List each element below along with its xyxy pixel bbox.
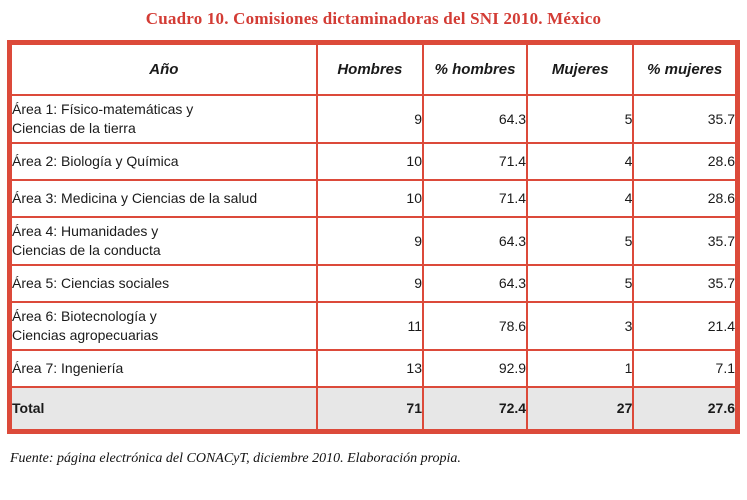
pct-mujeres-value: 21.4 [632, 300, 739, 351]
pct-hombres-value: 64.3 [421, 263, 529, 303]
table-row-area4: Área 4: Humanidades y Ciencias de la con… [8, 215, 739, 266]
pct-hombres-value: 64.3 [421, 93, 529, 144]
pct-mujeres-value: 28.6 [632, 178, 739, 218]
mujeres-value: 4 [526, 141, 635, 181]
mujeres-value: 3 [526, 300, 635, 351]
table-row-area6: Área 6: Biotecnología y Ciencias agropec… [8, 300, 739, 351]
table-row-area5: Área 5: Ciencias sociales 9 64.3 5 35.7 [8, 263, 739, 303]
area-label: Área 6: Biotecnología y Ciencias agropec… [8, 300, 318, 351]
table-row-area1: Área 1: Físico-matemáticas y Ciencias de… [8, 93, 739, 144]
mujeres-value: 1 [526, 348, 635, 388]
column-header-pct-hombres: % hombres [421, 41, 529, 96]
pct-hombres-value: 78.6 [421, 300, 529, 351]
area-label: Área 2: Biología y Química [8, 141, 318, 181]
total-mujeres-value: 27 [526, 385, 635, 433]
pct-hombres-value: 71.4 [421, 178, 529, 218]
mujeres-value: 4 [526, 178, 635, 218]
table-row-area7: Área 7: Ingeniería 13 92.9 1 7.1 [8, 348, 739, 388]
source-footnote: Fuente: página electrónica del CONACyT, … [10, 451, 461, 466]
column-header-pct-mujeres: % mujeres [632, 41, 739, 96]
mujeres-value: 5 [526, 93, 635, 144]
hombres-value: 9 [315, 263, 425, 303]
hombres-value: 13 [315, 348, 425, 388]
pct-hombres-value: 64.3 [421, 215, 529, 266]
mujeres-value: 5 [526, 263, 635, 303]
pct-mujeres-value: 35.7 [632, 93, 739, 144]
column-header-mujeres: Mujeres [526, 41, 635, 96]
table-row-area3: Área 3: Medicina y Ciencias de la salud … [8, 178, 739, 218]
area-label: Área 5: Ciencias sociales [8, 263, 318, 303]
comisiones-table: Año Hombres % hombres Mujeres % mujeres … [7, 40, 740, 434]
table-header-row: Año Hombres % hombres Mujeres % mujeres [8, 41, 739, 96]
mujeres-value: 5 [526, 215, 635, 266]
hombres-value: 10 [315, 141, 425, 181]
total-hombres-value: 71 [315, 385, 425, 433]
hombres-value: 9 [315, 215, 425, 266]
hombres-value: 10 [315, 178, 425, 218]
pct-hombres-value: 71.4 [421, 141, 529, 181]
pct-mujeres-value: 28.6 [632, 141, 739, 181]
hombres-value: 11 [315, 300, 425, 351]
pct-mujeres-value: 35.7 [632, 263, 739, 303]
pct-mujeres-value: 7.1 [632, 348, 739, 388]
pct-hombres-value: 92.9 [421, 348, 529, 388]
table-row-area2: Área 2: Biología y Química 10 71.4 4 28.… [8, 141, 739, 181]
area-label: Área 1: Físico-matemáticas y Ciencias de… [8, 93, 318, 144]
column-header-ano: Año [8, 41, 318, 96]
pct-mujeres-value: 35.7 [632, 215, 739, 266]
table-row-total: Total 71 72.4 27 27.6 [8, 385, 739, 433]
total-pct-mujeres-value: 27.6 [632, 385, 739, 433]
total-label: Total [8, 385, 318, 433]
column-header-hombres: Hombres [315, 41, 425, 96]
area-label: Área 4: Humanidades y Ciencias de la con… [8, 215, 318, 266]
total-pct-hombres-value: 72.4 [421, 385, 529, 433]
area-label: Área 3: Medicina y Ciencias de la salud [8, 178, 318, 218]
page-title: Cuadro 10. Comisiones dictaminadoras del… [145, 9, 602, 28]
area-label: Área 7: Ingeniería [8, 348, 318, 388]
hombres-value: 9 [315, 93, 425, 144]
